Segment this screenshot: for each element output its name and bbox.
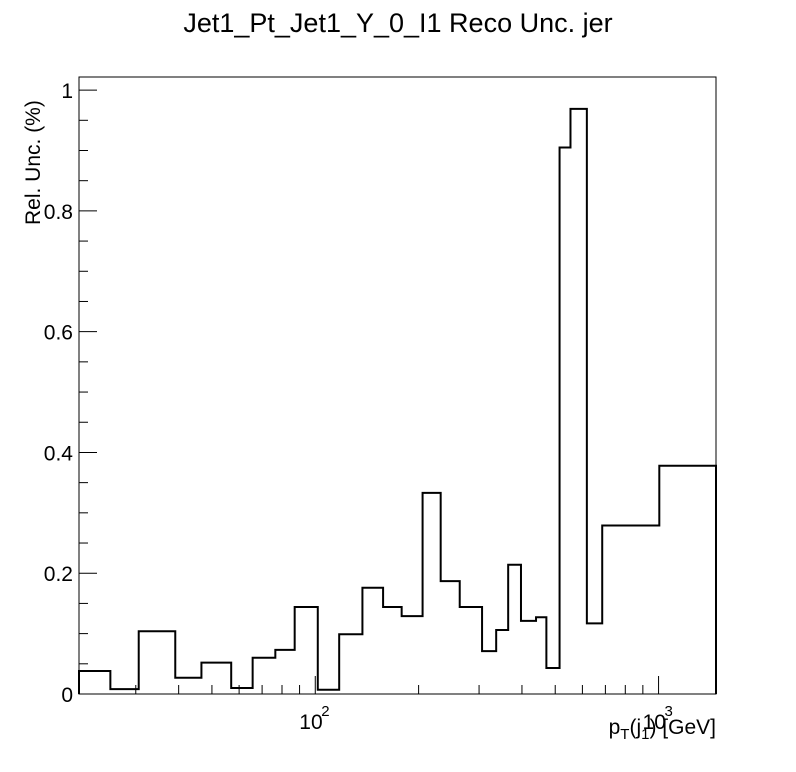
- x-tick-label: 10: [643, 711, 666, 734]
- x-tick-exponent: 3: [665, 703, 673, 720]
- x-label-close: ) [GeV]: [649, 716, 716, 739]
- x-label-sub-t: T: [620, 726, 630, 744]
- histogram-bin: [441, 581, 460, 694]
- y-tick-label: 0.2: [44, 563, 73, 586]
- histogram-bin: [602, 526, 659, 694]
- chart-title: Jet1_Pt_Jet1_Y_0_I1 Reco Unc. jer: [183, 8, 613, 38]
- histogram-bin: [362, 588, 383, 694]
- x-tick-label: 10: [299, 711, 322, 734]
- histogram-bin: [659, 466, 716, 694]
- histogram-bin: [402, 616, 423, 694]
- histogram-bin: [570, 109, 586, 694]
- histogram-bin: [201, 663, 231, 694]
- histogram-bin: [587, 623, 602, 694]
- histogram-bin: [560, 147, 571, 694]
- plot-frame: [78, 76, 717, 695]
- x-label-sub-1: 1: [641, 726, 650, 744]
- x-axis-label: pT(j1) [GeV]: [609, 716, 716, 743]
- x-label-p: p: [608, 716, 621, 739]
- y-tick-label: 1: [61, 80, 73, 103]
- y-tick-label: 0.4: [44, 442, 74, 465]
- y-tick-label: 0.8: [44, 201, 73, 224]
- histogram-bin: [536, 617, 546, 694]
- histogram-bin: [339, 634, 362, 694]
- histogram-bin: [482, 651, 496, 694]
- histogram-bin: [139, 631, 176, 694]
- histogram-bin: [253, 658, 276, 694]
- histogram-bin: [295, 607, 318, 694]
- histogram-bin: [521, 621, 536, 694]
- x-label-open: (j: [629, 716, 642, 739]
- histogram-bin: [496, 630, 508, 694]
- y-tick-label: 0.6: [44, 322, 73, 345]
- x-tick-exponent: 2: [321, 703, 329, 720]
- histogram-bin: [275, 650, 294, 694]
- histogram-bin: [423, 493, 441, 694]
- histogram-bin: [546, 668, 559, 694]
- y-axis-ticks: 0 0.2 0.4 0.6 0.8 1: [44, 80, 97, 707]
- histogram-bin: [175, 678, 201, 694]
- y-tick-label: 0: [61, 684, 73, 707]
- histogram-outline: [78, 107, 717, 694]
- y-axis-label: Rel. Unc. (%): [22, 100, 45, 225]
- histogram-bin: [79, 671, 110, 694]
- x-axis-ticks: 102 103: [135, 676, 673, 734]
- histogram-bin: [508, 565, 521, 694]
- histogram-bin: [460, 607, 482, 694]
- histogram-bin: [383, 607, 402, 694]
